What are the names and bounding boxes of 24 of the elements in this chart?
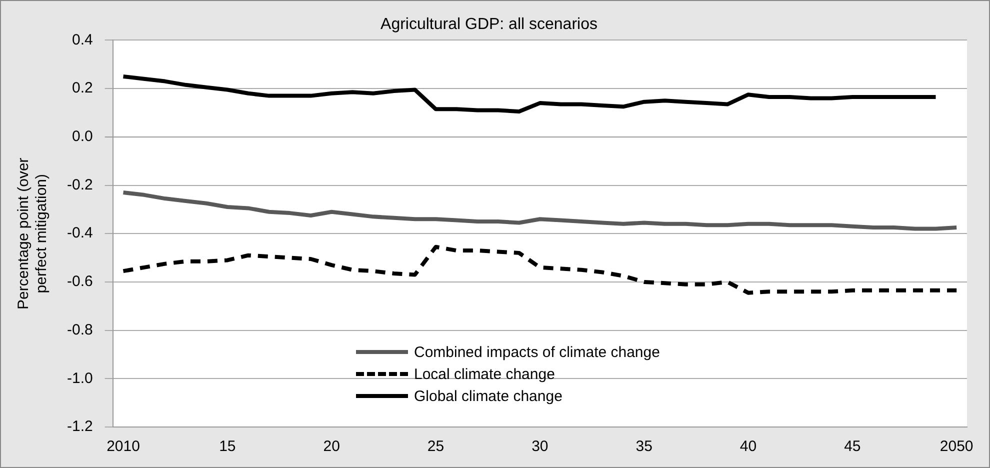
y-tick-label: -1.2 (66, 418, 93, 436)
x-tick-label: 40 (740, 438, 757, 456)
legend-label: Combined impacts of climate change (414, 344, 660, 360)
legend-label: Global climate change (414, 388, 562, 404)
y-tick-label: -0.4 (66, 224, 93, 242)
y-tick-label: 0.4 (72, 31, 93, 48)
legend-label: Local climate change (414, 366, 555, 382)
chart-title: Agricultural GDP: all scenarios (380, 16, 598, 34)
x-tick-label: 30 (532, 438, 548, 456)
y-axis-title: Percentage point (over perfect mitigation) (15, 158, 50, 310)
y-tick-label: 0.2 (72, 80, 93, 97)
y-tick-label: -0.2 (66, 176, 93, 194)
x-tick-label: 35 (636, 438, 652, 456)
x-tick-label: 20 (323, 438, 340, 456)
y-tick-label: -0.6 (66, 273, 93, 290)
y-tick-label: 0.0 (72, 128, 93, 146)
line-series (121, 244, 959, 295)
x-tick-label: 45 (844, 438, 861, 456)
x-tick-label: 15 (219, 438, 236, 456)
x-tick-label: 2050 (940, 438, 974, 456)
x-tick-label: 25 (427, 438, 444, 456)
x-tick-label: 2010 (106, 438, 140, 456)
y-tick-label: -1.0 (66, 370, 93, 387)
y-tick-label: -0.8 (66, 321, 93, 338)
